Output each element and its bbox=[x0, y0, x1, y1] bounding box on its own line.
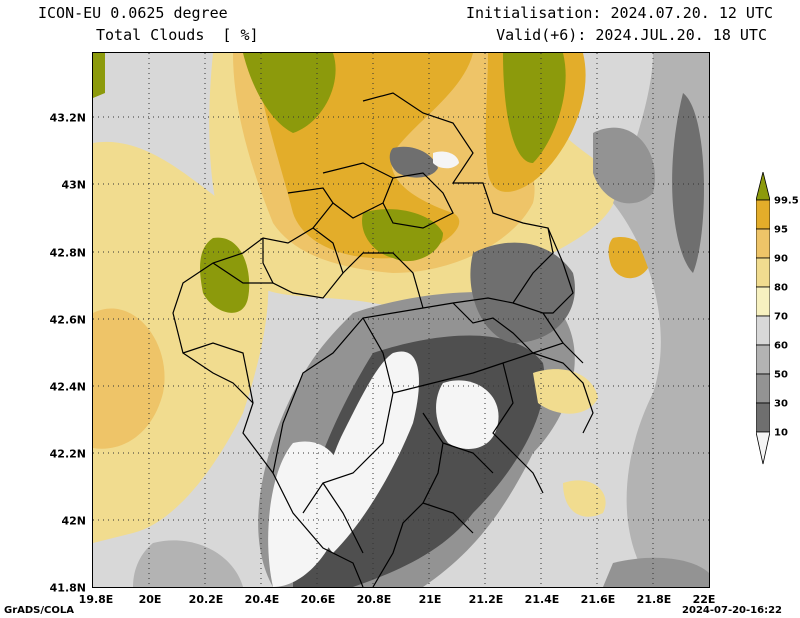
colorbar-label: 60 bbox=[774, 340, 788, 352]
x-tick-label: 20.4E bbox=[244, 593, 280, 606]
footer-credit: GrADS/COLA bbox=[4, 605, 74, 616]
x-tick-label: 21.2E bbox=[468, 593, 504, 606]
y-tick-label: 42.2N bbox=[49, 447, 86, 461]
model-title: ICON-EU 0.0625 degree bbox=[38, 4, 228, 22]
variable-title: Total Clouds [ %] bbox=[96, 26, 259, 44]
y-tick-label: 42.8N bbox=[49, 246, 86, 260]
y-tick-label: 42.4N bbox=[49, 380, 86, 394]
x-tick-label: 20.6E bbox=[300, 593, 336, 606]
x-tick-label: 21.6E bbox=[580, 593, 616, 606]
x-tick-label: 20.8E bbox=[356, 593, 392, 606]
y-tick-label: 43.2N bbox=[49, 111, 86, 125]
x-tick-label: 21.4E bbox=[524, 593, 560, 606]
x-tick-label: 19.8E bbox=[78, 593, 114, 606]
colorbar-label: 80 bbox=[774, 282, 788, 294]
map-canvas bbox=[93, 53, 709, 587]
colorbar-label: 30 bbox=[774, 398, 788, 410]
colorbar bbox=[756, 172, 770, 465]
x-tick-label: 21E bbox=[418, 593, 442, 606]
colorbar-label: 50 bbox=[774, 369, 788, 381]
y-tick-label: 41.8N bbox=[49, 581, 86, 595]
cloud-cover-map bbox=[92, 52, 710, 588]
valid-time: Valid(+6): 2024.JUL.20. 18 UTC bbox=[496, 26, 767, 44]
x-tick-label: 20E bbox=[138, 593, 162, 606]
x-tick-label: 20.2E bbox=[188, 593, 224, 606]
colorbar-label: 10 bbox=[774, 427, 788, 439]
footer-timestamp: 2024-07-20-16:22 bbox=[682, 605, 782, 616]
x-tick-label: 22E bbox=[692, 593, 716, 606]
init-time: Initialisation: 2024.07.20. 12 UTC bbox=[465, 4, 773, 22]
y-tick-label: 42.6N bbox=[49, 313, 86, 327]
y-tick-label: 42N bbox=[61, 514, 86, 528]
admin-borders bbox=[172, 92, 594, 587]
colorbar-label: 70 bbox=[774, 311, 788, 323]
colorbar-label: 90 bbox=[774, 253, 788, 265]
colorbar-label: 99.5 bbox=[774, 195, 799, 207]
y-tick-label: 43N bbox=[61, 178, 86, 192]
colorbar-label: 95 bbox=[774, 224, 788, 236]
x-tick-label: 21.8E bbox=[636, 593, 672, 606]
